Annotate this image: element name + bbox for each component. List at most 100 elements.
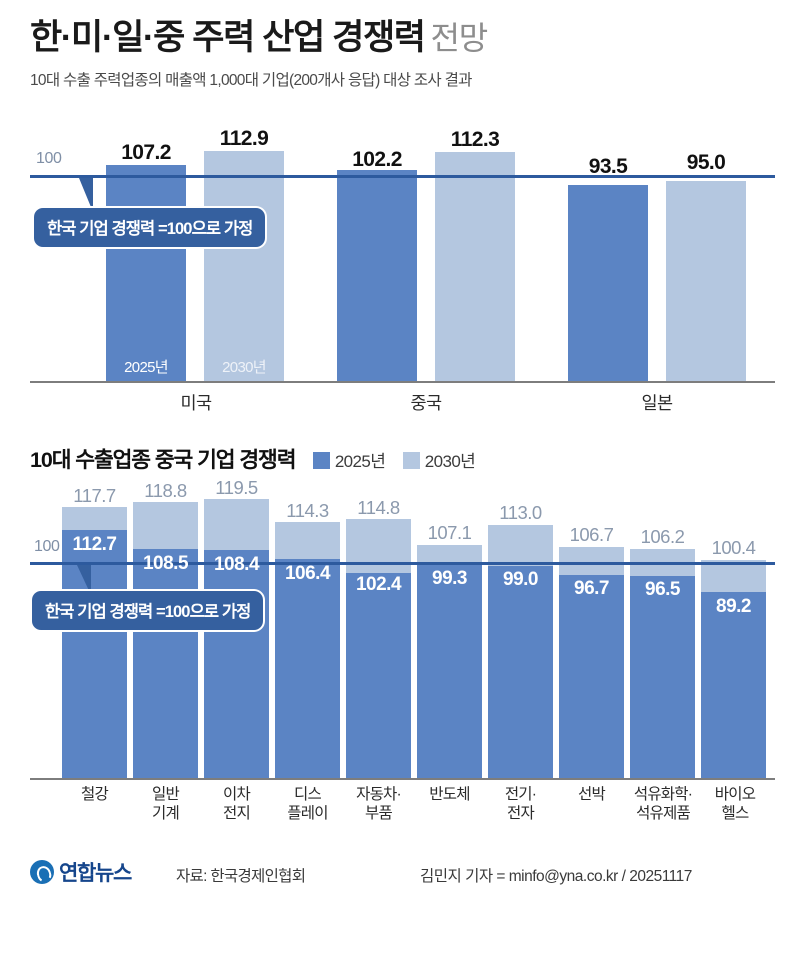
chart2-value-2030-2: 119.5 [215, 477, 258, 498]
chart1-value-cn-2025: 102.2 [352, 148, 402, 171]
chart2-value-2025-3: 106.4 [284, 563, 331, 584]
chart2-value-2030-3: 114.3 [286, 500, 329, 521]
header: 한·미·일·중 주력 산업 경쟁력 전망 10대 수출 주력업종의 매출액 1,0… [30, 20, 775, 90]
chart2-value-2025-6: 99.0 [503, 569, 538, 590]
chart2-category-7-line1: 선박 [578, 786, 606, 803]
chart2-x-axis [30, 778, 775, 780]
chart1-inbar-label-2030: 2030년 [222, 359, 266, 376]
chart2-bar-2025-8 [630, 576, 695, 778]
chart2-value-2030-8: 106.2 [640, 526, 685, 547]
chart2-value-2030-1: 118.8 [144, 480, 187, 501]
chart2-category-8-line2: 석유제품 [636, 804, 691, 822]
chart1-x-axis [30, 381, 775, 383]
chart2-category-7: 선박 [554, 786, 629, 805]
chart1-category-cn: 중국 [410, 393, 443, 413]
chart2-category-0-line1: 철강 [81, 786, 109, 803]
chart2-category-2: 이차 전지 [199, 786, 274, 824]
chart1-value-jp-2030: 95.0 [686, 151, 726, 174]
chart2-callout-pointer [70, 565, 91, 595]
chart2-category-3: 디스 플레이 [270, 786, 345, 824]
chart-national-competitiveness: 100 107.2 2025년 112.9 2030년 102.2 112.3 … [30, 118, 775, 418]
chart2-category-6: 전기· 전자 [483, 786, 558, 824]
chart2-category-1-line2: 기계 [152, 804, 180, 822]
chart1-bar-jp-2025 [568, 185, 648, 381]
chart2-bar-2025-6 [488, 566, 553, 778]
chart2-bar-2025-5 [417, 565, 482, 778]
chart2-value-2030-9: 100.4 [711, 537, 756, 558]
chart2-category-4: 자동차· 부품 [341, 786, 416, 824]
chart2-category-4-line2: 부품 [365, 804, 393, 822]
page-title-main: 한·미·일·중 주력 산업 경쟁력 [30, 18, 426, 57]
chart2-baseline-label: 100 [34, 538, 60, 555]
chart2-value-2030-6: 113.0 [499, 502, 542, 523]
chart1-category-us: 미국 [180, 393, 213, 413]
chart2-category-1-line1: 일반 [152, 786, 180, 803]
chart1-bar-jp-2030 [666, 181, 746, 381]
chart2-category-4-line1: 자동차· [356, 786, 402, 803]
chart2-category-3-line2: 플레이 [287, 804, 328, 822]
chart2-value-2030-7: 106.7 [569, 524, 614, 545]
chart1-baseline-label: 100 [36, 150, 62, 167]
chart1-value-jp-2025: 93.5 [588, 155, 628, 178]
chart2-category-2-line1: 이차 [223, 786, 251, 803]
chart2-bar-2025-3 [275, 559, 340, 778]
chart2-value-2030-5: 107.1 [427, 522, 472, 543]
legend-swatch-2025 [312, 452, 330, 469]
chart2-title: 10대 수출업종 중국 기업 경쟁력 [30, 448, 296, 472]
chart2-value-2025-7: 96.7 [574, 578, 609, 599]
chart2-category-2-line2: 전지 [223, 804, 251, 822]
chart2-category-9: 바이오 헬스 [700, 786, 770, 824]
chart2-category-8: 석유화학· 석유제품 [619, 786, 707, 824]
chart1-category-jp: 일본 [641, 393, 674, 413]
page-title: 한·미·일·중 주력 산업 경쟁력 전망 [30, 20, 775, 55]
chart2-value-2025-1: 108.5 [142, 553, 189, 574]
chart2-value-2025-4: 102.4 [355, 574, 402, 595]
chart2-category-5: 반도체 [412, 786, 487, 805]
chart1-baseline-100 [30, 175, 775, 178]
chart1-inbar-label-2025: 2025년 [124, 359, 168, 376]
chart2-bar-2025-4 [346, 573, 411, 778]
chart2-category-8-line1: 석유화학· [633, 786, 693, 803]
chart2-category-3-line1: 디스 [294, 786, 322, 803]
chart1-bar-us-2030 [204, 151, 284, 381]
chart2-baseline-100 [30, 562, 775, 565]
page-subtitle: 10대 수출 주력업종의 매출액 1,000대 기업(200개사 응답) 대상 … [30, 72, 472, 89]
chart2-category-1: 일반 기계 [128, 786, 203, 824]
chart2-value-2030-4: 114.8 [357, 497, 400, 518]
chart2-value-2025-8: 96.5 [645, 579, 680, 600]
chart2-bar-2025-2 [204, 550, 269, 778]
page-title-accent: 전망 [430, 20, 489, 56]
chart2-category-0: 철강 [57, 786, 132, 805]
chart2-value-2030-0: 117.7 [73, 485, 116, 506]
chart2-value-2025-2: 108.4 [213, 554, 260, 575]
chart2-value-2025-5: 99.3 [432, 568, 467, 589]
chart1-callout-pointer [72, 178, 93, 212]
source-note: 자료: 한국경제인협회 [176, 868, 306, 885]
chart2-category-9-line1: 바이오 [714, 786, 756, 803]
chart2-value-2025-9: 89.2 [716, 596, 751, 617]
chart1-bar-cn-2030 [435, 152, 515, 381]
yonhap-logo-text: 연합뉴스 [59, 862, 132, 885]
legend-swatch-2030 [402, 452, 420, 469]
chart2-category-6-line1: 전기· [504, 786, 537, 803]
legend-label-2025: 2025년 [334, 452, 386, 471]
footer: 연합뉴스 자료: 한국경제인협회 김민지 기자 = minfo@yna.co.k… [30, 855, 775, 895]
byline-note: 김민지 기자 = minfo@yna.co.kr / 20251117 [420, 868, 692, 885]
chart2-bar-2025-0 [62, 530, 127, 778]
chart2-header: 10대 수출업종 중국 기업 경쟁력 2025년 2030년 [30, 443, 476, 474]
chart2-callout: 한국 기업 경쟁력 =100으로 가정 [32, 591, 264, 630]
chart1-bar-cn-2025 [337, 170, 417, 381]
chart-china-industry-competitiveness: 100 117.7 112.7 118.8 108.5 119.5 108.4 … [30, 477, 775, 848]
chart1-value-cn-2030: 112.3 [450, 128, 500, 151]
chart2-bar-2025-7 [559, 575, 624, 778]
chart2-category-5-line1: 반도체 [429, 786, 470, 803]
chart1-bar-us-2025 [106, 165, 186, 381]
yonhap-logo: 연합뉴스 [30, 857, 132, 887]
chart1-callout: 한국 기업 경쟁력 =100으로 가정 [34, 208, 266, 247]
chart2-bar-2025-9 [701, 592, 766, 778]
chart1-value-us-2030: 112.9 [219, 127, 269, 150]
chart2-category-6-line2: 전자 [507, 804, 535, 822]
yonhap-logo-icon [30, 860, 54, 884]
chart2-bar-2025-1 [133, 549, 198, 778]
